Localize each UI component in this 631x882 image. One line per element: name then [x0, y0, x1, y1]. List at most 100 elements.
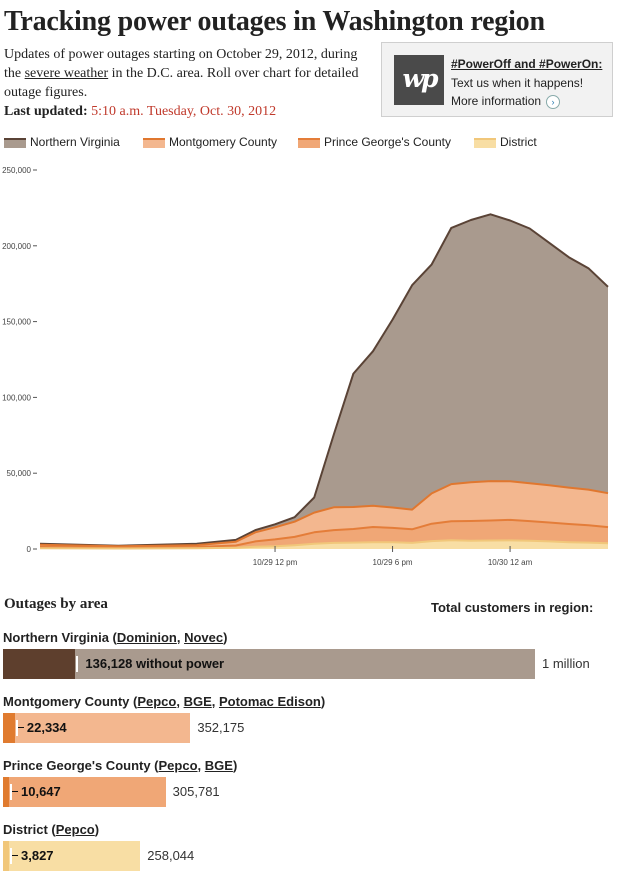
provider-separator: ) — [232, 758, 238, 773]
outage-amount-bar — [3, 777, 9, 807]
region-title: Montgomery County (Pepco, BGE, Potomac E… — [3, 693, 623, 711]
intro-text-start: Updates of power outages starting on Oct… — [4, 47, 358, 81]
total-customers-label: 258,044 — [147, 848, 195, 863]
region-prince-george-s-county: Prince George's County (Pepco, BGE) 10,64… — [3, 757, 623, 807]
legend-swatch-district — [474, 137, 496, 148]
more-information-label: More information — [451, 94, 542, 108]
provider-link-pepco[interactable]: Pepco — [55, 822, 95, 837]
legend-swatch-northern-virginia — [4, 137, 26, 148]
total-customers-label: 305,781 — [172, 784, 220, 799]
region-montgomery-county: Montgomery County (Pepco, BGE, Potomac E… — [3, 693, 623, 743]
total-customers-bar — [3, 649, 535, 679]
outage-bar[interactable]: 136,128 without power 1 million — [3, 649, 623, 679]
outage-area-chart[interactable]: 250,000 200,000 150,000 100,000 50,000 0 10/29… — [0, 160, 631, 580]
provider-link-bge[interactable]: BGE — [183, 694, 212, 709]
region-name: Northern Virginia ( — [3, 630, 117, 645]
outage-bar-marker — [15, 720, 18, 736]
line-district — [39, 539, 609, 550]
region-name: Prince George's County ( — [3, 758, 159, 773]
provider-separator: ) — [94, 822, 100, 837]
y-tick-label: 250,000 — [2, 166, 31, 175]
intro-text: Updates of power outages starting on Oct… — [4, 45, 372, 102]
line-montgomery-county — [39, 480, 609, 548]
legend-label-montgomery: Montgomery County — [169, 135, 278, 149]
intro-text-end: in the D.C. area. Roll over chart for de… — [4, 66, 359, 100]
total-customers-bar — [3, 777, 166, 807]
page-title: Tracking power outages in Washington reg… — [4, 6, 545, 37]
last-updated-time: 5:10 a.m. Tuesday, Oct. 30, 2012 — [91, 104, 277, 119]
outages-by-area-heading: Outages by area — [4, 596, 108, 612]
last-updated-label: Last updated: — [4, 104, 88, 119]
legend-label-northern-virginia: Northern Virginia — [30, 135, 120, 149]
legend-label-prince-georges: Prince George's County — [324, 135, 452, 149]
outage-label-dash — [12, 791, 18, 792]
outage-count-label: 10,647 — [21, 784, 61, 799]
region-title: District (Pepco) — [3, 821, 623, 839]
outage-bar-marker — [10, 848, 12, 864]
y-tick-label: 0 — [27, 545, 32, 554]
outage-count-label: 22,334 — [26, 720, 67, 735]
legend-swatch-prince-georges — [298, 137, 320, 148]
provider-link-pepco[interactable]: Pepco — [158, 758, 198, 773]
provider-link-novec[interactable]: Novec — [184, 630, 224, 645]
provider-separator: , — [176, 630, 185, 645]
region-district: District (Pepco) 3,827 258,044 — [3, 821, 623, 871]
legend-item-district[interactable]: District — [474, 134, 537, 150]
provider-link-dominion[interactable]: Dominion — [116, 630, 177, 645]
promo-headline-link[interactable]: #PowerOff and #PowerOn: — [451, 57, 603, 71]
outage-label-dash — [12, 855, 18, 856]
y-tick-label: 200,000 — [2, 242, 31, 251]
legend-item-montgomery[interactable]: Montgomery County — [143, 134, 277, 150]
total-customers-bar — [3, 841, 141, 871]
line-prince-george-s-county — [39, 518, 609, 549]
x-tick-label: 10/29 6 pm — [373, 558, 413, 567]
outage-bar-marker — [10, 784, 12, 800]
severe-weather-link[interactable]: severe weather — [24, 66, 109, 81]
outage-bar[interactable]: 10,647 305,781 — [3, 777, 623, 807]
outage-count-label: 136,128 without power — [85, 656, 225, 671]
outage-amount-bar — [3, 649, 76, 679]
outage-amount-bar — [3, 713, 15, 743]
x-tick-label: 10/30 12 am — [488, 558, 533, 567]
legend-label-district: District — [500, 135, 537, 149]
outage-bar[interactable]: 22,334 352,175 — [3, 713, 623, 743]
legend-swatch-montgomery — [143, 137, 165, 148]
provider-separator: , — [211, 694, 219, 709]
more-information-link[interactable]: More information › — [451, 94, 561, 109]
total-customers-label: 352,175 — [197, 720, 245, 735]
promo-text: Text us when it happens! — [451, 76, 584, 90]
last-updated: Last updated: 5:10 a.m. Tuesday, Oct. 30… — [4, 104, 276, 120]
region-name: Montgomery County ( — [3, 694, 138, 709]
legend-item-prince-georges[interactable]: Prince George's County — [298, 134, 451, 150]
area-northern-virginia — [40, 214, 608, 547]
x-tick-label: 10/29 12 pm — [253, 558, 298, 567]
total-customers-label: 1 million — [542, 656, 590, 671]
provider-separator: , — [197, 758, 205, 773]
provider-separator: ) — [223, 630, 228, 645]
provider-link-pepco[interactable]: Pepco — [137, 694, 177, 709]
outage-amount-bar — [3, 841, 9, 871]
provider-link-potomac-edison[interactable]: Potomac Edison — [218, 694, 321, 709]
total-customers-heading: Total customers in region: — [431, 600, 594, 615]
provider-separator: , — [176, 694, 184, 709]
region-title: Prince George's County (Pepco, BGE) — [3, 757, 623, 775]
line-northern-virginia — [39, 213, 609, 547]
area-district — [40, 540, 608, 549]
provider-link-bge[interactable]: BGE — [204, 758, 233, 773]
outage-count-label: 3,827 — [21, 848, 54, 863]
provider-separator: ) — [320, 694, 326, 709]
legend-item-northern-virginia[interactable]: Northern Virginia — [4, 134, 120, 150]
region-name: District ( — [3, 822, 56, 837]
outage-bar[interactable]: 3,827 258,044 — [3, 841, 623, 871]
y-tick-label: 100,000 — [2, 393, 31, 402]
area-prince-george-s-county — [40, 519, 608, 549]
total-customers-bar — [3, 713, 191, 743]
area-montgomery-county — [40, 481, 608, 548]
promo-box[interactable]: wp #PowerOff and #PowerOn: Text us when … — [381, 42, 613, 117]
outage-bar-marker — [76, 656, 79, 672]
washington-post-logo: wp — [394, 55, 444, 105]
chevron-right-icon[interactable]: › — [546, 94, 561, 109]
y-tick-label: 150,000 — [2, 318, 31, 327]
outage-label-dash — [17, 727, 24, 728]
y-tick-label: 50,000 — [7, 469, 32, 478]
